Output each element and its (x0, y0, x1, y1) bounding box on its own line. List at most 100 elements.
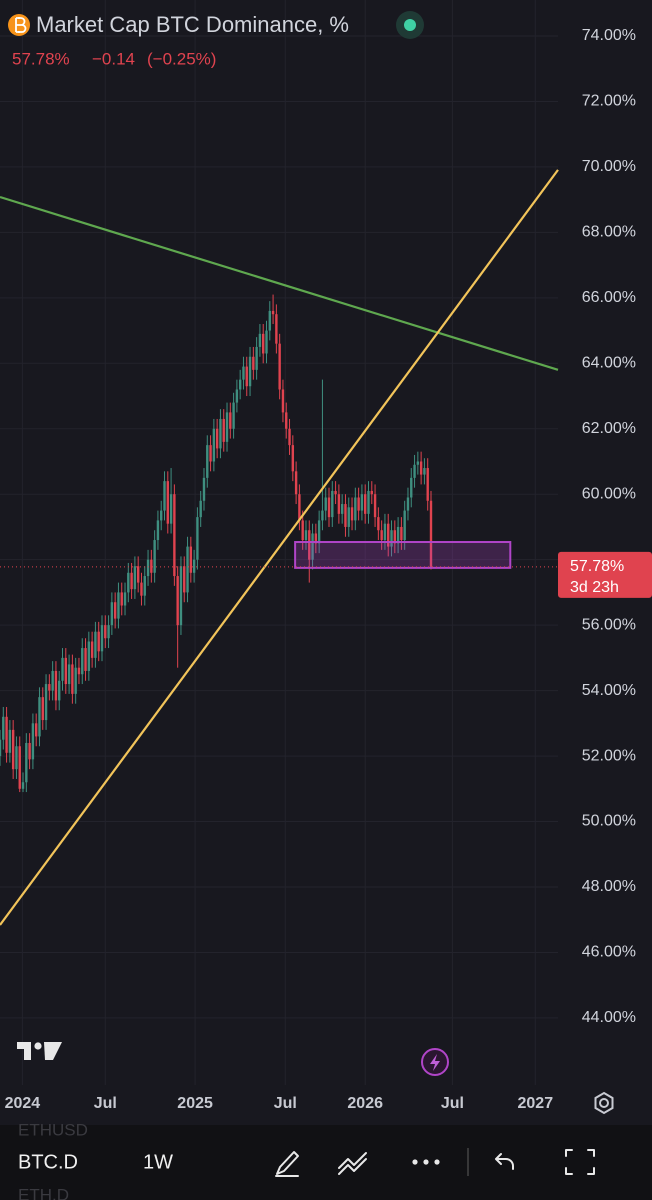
candle-body (317, 520, 321, 544)
x-tick-label: 2024 (5, 1095, 41, 1112)
candle-body (140, 582, 143, 596)
x-tick-label: Jul (274, 1095, 297, 1112)
candle-body (255, 346, 258, 370)
candle-body (285, 412, 288, 429)
last-price: 57.78% (12, 49, 70, 68)
x-tick-label: 2026 (347, 1095, 383, 1112)
faded-symbol: ETHUSD (18, 1120, 88, 1139)
candle-body (390, 530, 393, 547)
candle-body (403, 510, 406, 541)
candle-body (113, 602, 117, 619)
symbol-button[interactable]: BTC.D (18, 1151, 78, 1173)
candle-body (58, 680, 61, 701)
candle-body (252, 356, 255, 370)
candle-body (136, 566, 140, 583)
y-tick-label: 52.00% (582, 747, 636, 764)
candle-body (219, 418, 222, 449)
candle-body (100, 625, 104, 652)
y-tick-label: 44.00% (582, 1009, 636, 1026)
candle-body (90, 641, 94, 658)
candle-body (416, 461, 420, 465)
y-tick-label: 50.00% (582, 813, 636, 830)
candle-body (117, 592, 120, 619)
candle-body (423, 468, 426, 475)
candle-body (120, 592, 123, 606)
candle-body (25, 742, 28, 783)
candle-body (71, 664, 74, 694)
candle-body (67, 664, 71, 685)
candle-body (383, 523, 387, 541)
candle-body (331, 490, 334, 518)
candle-body (94, 631, 97, 658)
y-tick-label: 68.00% (582, 224, 636, 241)
candle-body (222, 418, 225, 442)
candle-body (15, 746, 18, 770)
candle-body (380, 530, 383, 541)
candle-body (364, 494, 367, 514)
y-tick-label: 70.00% (582, 158, 636, 175)
candle-body (212, 428, 216, 462)
candle-body (304, 530, 308, 541)
candle-body (324, 497, 327, 511)
candle-body (268, 310, 271, 331)
candle-body (166, 481, 169, 524)
y-tick-label: 66.00% (582, 289, 636, 306)
candle-body (107, 625, 110, 639)
y-tick-label: 56.00% (582, 616, 636, 633)
candle-body (104, 625, 107, 639)
candle-body (160, 510, 163, 521)
candle-body (429, 500, 433, 567)
y-tick-label: 64.00% (582, 355, 636, 372)
candle-body (238, 379, 242, 390)
candle-body (410, 477, 413, 498)
candle-body (31, 723, 35, 760)
candle-body (189, 546, 193, 573)
candle-body (275, 314, 278, 344)
price-change: −0.14 (92, 49, 135, 68)
candle-body (387, 523, 390, 547)
fullscreen-button[interactable] (565, 1149, 595, 1175)
candle-body (334, 490, 337, 495)
candle-body (288, 428, 291, 446)
candle-body (146, 559, 150, 577)
candle-body (248, 356, 252, 387)
tv-logo (17, 1042, 62, 1060)
y-tick-label: 72.00% (582, 93, 636, 110)
candle-body (21, 782, 25, 789)
candle-body (298, 494, 301, 521)
more-button[interactable] (412, 1159, 440, 1165)
candle-body (271, 310, 275, 315)
candle-body (344, 504, 347, 527)
candle-body (163, 481, 166, 511)
price-change-pct: (−0.25%) (147, 49, 216, 68)
candle-body (206, 445, 209, 478)
candle-body (130, 572, 133, 590)
candle-body (11, 729, 15, 770)
candle-body (225, 412, 229, 442)
draw-tool[interactable] (275, 1151, 299, 1177)
undo-button[interactable] (495, 1153, 514, 1170)
candle-body (294, 471, 298, 495)
candle-body (48, 684, 51, 691)
indicators-tool[interactable] (338, 1152, 367, 1175)
candle-body (61, 657, 64, 681)
price-tag-countdown: 3d 23h (570, 579, 619, 596)
candle-body (143, 576, 146, 596)
candle-body (44, 684, 48, 721)
chart-background (0, 0, 652, 1125)
candle-body (41, 697, 44, 721)
candle-body (8, 729, 12, 753)
settings-icon[interactable] (594, 1091, 614, 1115)
candle-body (396, 526, 400, 544)
candle-body (262, 333, 265, 354)
candle-body (196, 517, 199, 560)
y-tick-label: 46.00% (582, 944, 636, 961)
candle-body (311, 533, 314, 560)
candle-body (209, 445, 212, 462)
candle-body (419, 461, 423, 475)
candle-body (258, 333, 262, 347)
candle-body (84, 648, 87, 671)
interval-button[interactable]: 1W (143, 1151, 173, 1173)
